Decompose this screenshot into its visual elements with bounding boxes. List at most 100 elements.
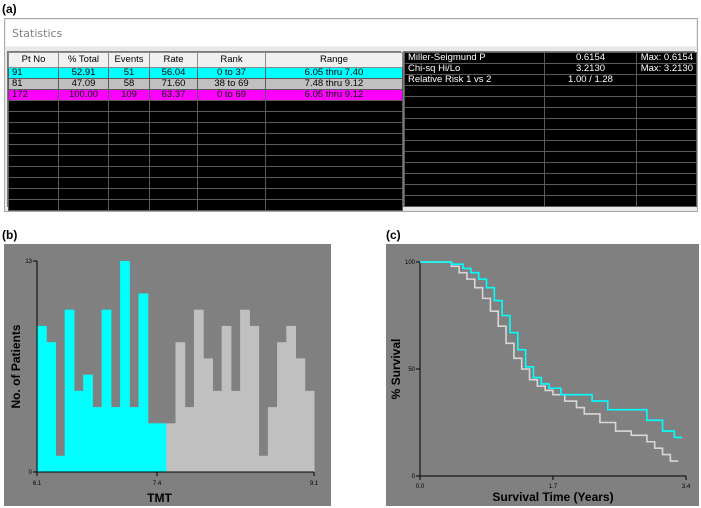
cell-pct-total: 47.09 (58, 78, 109, 90)
empty-cell (108, 100, 150, 112)
empty-cell (197, 133, 266, 145)
x-axis-title: Survival Time (Years) (492, 490, 613, 504)
empty-row (404, 129, 697, 141)
empty-cell (149, 133, 198, 145)
table-row[interactable]: Relative Risk 1 vs 2 1.00 / 1.28 (404, 74, 697, 86)
empty-cell (265, 144, 403, 156)
test-cell-value: 0.6154 (544, 52, 637, 64)
empty-cell (404, 151, 545, 163)
panel-label-b: (b) (2, 228, 18, 242)
empty-cell (404, 85, 545, 97)
panel-label-c: (c) (386, 228, 401, 242)
cell-events: 58 (108, 78, 150, 90)
empty-cell (636, 140, 697, 152)
y-tick-label: 50 (408, 367, 415, 373)
histogram-bar (193, 309, 204, 472)
empty-cell (197, 122, 266, 134)
test-stats-grid[interactable]: Miller-Seigmund P 0.6154 Max: 0.6154 Chi-sq… (403, 51, 697, 207)
histogram-bar (304, 390, 315, 472)
empty-cell (8, 199, 59, 211)
x-axis-title: TMT (147, 491, 172, 505)
empty-cell (544, 140, 637, 152)
x-tick-label: 3.4 (682, 484, 691, 490)
empty-cell (108, 177, 150, 189)
empty-cell (58, 177, 109, 189)
empty-cell (8, 188, 59, 200)
table-row[interactable]: 81 47.09 58 71.60 38 to 69 7.48 thru 9.12 (8, 78, 403, 90)
y-axis-title: No. of Patients (9, 324, 23, 408)
table-header-row: Pt No % Total Events Rate Rank Range (8, 52, 403, 68)
empty-cell (8, 122, 59, 134)
test-cell-value: 1.00 / 1.28 (544, 74, 637, 86)
column-header-pt-no[interactable]: Pt No (8, 52, 59, 68)
empty-cell (636, 162, 697, 174)
statistics-body: Pt No % Total Events Rate Rank Range 91 5… (5, 47, 697, 211)
histogram-bar (129, 407, 140, 472)
x-tick-label: 0.0 (416, 484, 425, 490)
empty-cell (544, 162, 637, 174)
empty-row (404, 107, 697, 119)
histogram-bar (286, 325, 297, 472)
empty-cell (149, 199, 198, 211)
empty-cell (544, 107, 637, 119)
empty-cell (265, 133, 403, 145)
empty-cell (149, 155, 198, 167)
test-cell-max: Max: 3.2130 (636, 63, 697, 75)
empty-row (8, 122, 403, 134)
empty-cell (636, 173, 697, 185)
empty-cell (197, 111, 266, 123)
empty-cell (265, 166, 403, 178)
empty-cell (636, 96, 697, 108)
empty-cell (149, 144, 198, 156)
cell-range: 6.05 thru 9.12 (265, 89, 403, 101)
histogram-bar (175, 342, 186, 472)
histogram-bar (240, 309, 250, 472)
column-header-events[interactable]: Events (108, 52, 150, 68)
empty-cell (636, 107, 697, 119)
empty-cell (197, 155, 266, 167)
histogram-bar (295, 358, 306, 472)
empty-cell (544, 129, 637, 141)
cell-pt-no: 91 (8, 67, 59, 79)
survival-curve (420, 261, 679, 462)
histogram-bar (83, 374, 93, 472)
empty-cell (404, 184, 545, 196)
histogram-bar (258, 455, 269, 472)
empty-cell (404, 162, 545, 174)
test-cell-name: Chi-sq Hi/Lo (404, 63, 545, 75)
empty-cell (197, 199, 266, 211)
test-cell-max: Max: 0.6154 (636, 52, 697, 64)
empty-cell (636, 195, 697, 207)
table-row[interactable]: Chi-sq Hi/Lo 3.2130 Max: 3.2130 (404, 63, 697, 75)
statistics-window: Statistics Pt No % Total Events Rate Ran… (4, 18, 698, 212)
empty-cell (149, 188, 198, 200)
empty-cell (8, 144, 59, 156)
panel-label-a: (a) (2, 2, 17, 16)
empty-row (8, 100, 403, 112)
empty-row (404, 184, 697, 196)
column-header-rate[interactable]: Rate (149, 52, 198, 68)
cell-range: 6.05 thru 7.40 (265, 67, 403, 79)
histogram-bar (157, 423, 167, 472)
empty-cell (404, 118, 545, 130)
empty-cell (265, 122, 403, 134)
table-row[interactable]: 172 100.00 109 63.37 0 to 69 6.05 thru 9.12 (8, 89, 403, 101)
group-stats-grid[interactable]: Pt No % Total Events Rate Rank Range 91 5… (7, 51, 403, 211)
empty-cell (108, 111, 150, 123)
empty-cell (58, 100, 109, 112)
empty-cell (636, 118, 697, 130)
histogram-bar (147, 423, 158, 472)
column-header-rank[interactable]: Rank (197, 52, 266, 68)
empty-row (404, 162, 697, 174)
table-row[interactable]: 91 52.91 51 56.04 0 to 37 6.05 thru 7.40 (8, 67, 403, 79)
empty-row (404, 96, 697, 108)
histogram-bar (64, 309, 75, 472)
empty-cell (197, 100, 266, 112)
empty-cell (404, 140, 545, 152)
empty-row (8, 155, 403, 167)
empty-cell (265, 177, 403, 189)
column-header-pct-total[interactable]: % Total (58, 52, 109, 68)
table-row[interactable]: Miller-Seigmund P 0.6154 Max: 0.6154 (404, 52, 697, 64)
histogram-bar (221, 325, 232, 472)
column-header-range[interactable]: Range (265, 52, 403, 68)
